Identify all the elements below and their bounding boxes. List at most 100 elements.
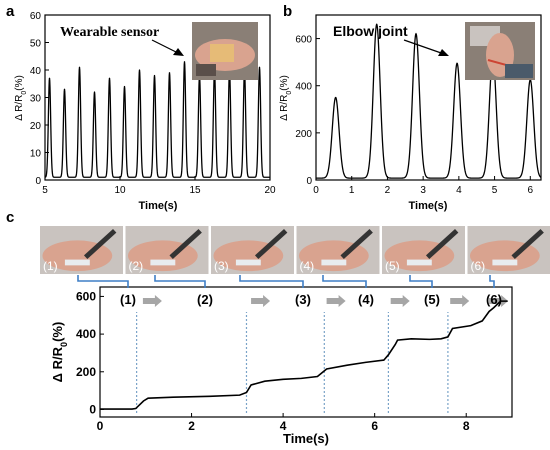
chart-b-xlabel: Time(s) bbox=[409, 200, 448, 212]
data-point bbox=[245, 392, 247, 394]
step-arrow bbox=[489, 295, 509, 307]
chart-c-series bbox=[99, 300, 508, 410]
data-point bbox=[383, 359, 385, 361]
step-label: (5) bbox=[424, 292, 440, 307]
chart-c-markers bbox=[136, 295, 509, 413]
x-tick-label: 10 bbox=[114, 185, 126, 196]
y-tick-label: 200 bbox=[76, 365, 96, 379]
data-point bbox=[500, 300, 502, 302]
step-connector bbox=[322, 275, 367, 288]
data-point bbox=[429, 338, 431, 340]
chart-b-inset-photo bbox=[465, 22, 535, 80]
chart-b-frame bbox=[315, 14, 542, 181]
chart-a-ticks: 5 10 15 20 0 10 20 30 40 50 60 bbox=[30, 11, 276, 196]
data-point bbox=[506, 300, 508, 302]
step-label: (2) bbox=[197, 292, 213, 307]
chart-b-ticks: 0 1 2 3 4 5 6 0 200 400 600 bbox=[295, 35, 533, 196]
peak-point bbox=[63, 88, 66, 90]
step-photo: (4) bbox=[296, 226, 380, 274]
chart-b: 0 1 2 3 4 5 6 0 200 400 600 Time(s) Δ R/R0(%) Elbo… bbox=[279, 14, 542, 212]
data-point bbox=[321, 372, 323, 374]
chart-c-frame bbox=[99, 286, 513, 418]
data-point bbox=[99, 408, 101, 410]
data-point bbox=[410, 338, 412, 340]
data-point bbox=[282, 378, 284, 380]
chart-a: 5 10 15 20 0 10 20 30 40 50 60 Time(s) Δ R/R0(%) W… bbox=[14, 11, 276, 212]
data-point bbox=[147, 397, 149, 399]
data-point bbox=[326, 368, 328, 370]
data-point bbox=[172, 396, 174, 398]
x-tick-label: 4 bbox=[280, 419, 287, 433]
y-tick-label: 40 bbox=[30, 66, 42, 77]
data-point bbox=[142, 400, 144, 402]
x-tick-label: 0 bbox=[97, 419, 104, 433]
y-tick-label: 400 bbox=[295, 82, 312, 93]
data-point bbox=[481, 320, 483, 322]
y-tick-label: 30 bbox=[30, 94, 42, 105]
chart-a-ylabel: Δ R/R0(%) bbox=[14, 75, 28, 121]
x-tick-label: 1 bbox=[349, 185, 355, 196]
peak-point bbox=[335, 96, 337, 99]
peak-point bbox=[153, 74, 156, 77]
step-label: (4) bbox=[358, 292, 374, 307]
chart-c-xlabel: Time(s) bbox=[283, 431, 329, 446]
peak-point bbox=[258, 66, 261, 68]
x-tick-label: 5 bbox=[42, 185, 48, 196]
data-point bbox=[135, 408, 137, 410]
step-arrow bbox=[251, 295, 271, 307]
peak-point bbox=[93, 91, 96, 93]
x-tick-label: 3 bbox=[420, 185, 426, 196]
step-arrow bbox=[142, 295, 162, 307]
step-photo: (6) bbox=[467, 226, 550, 274]
x-tick-label: 2 bbox=[385, 185, 391, 196]
step-connector bbox=[77, 275, 129, 288]
step-photo-label: (1) bbox=[43, 259, 58, 273]
step-photo-label: (3) bbox=[214, 259, 229, 273]
series-line bbox=[100, 300, 508, 410]
chart-b-annotation-arrow bbox=[403, 39, 449, 56]
step-photo: (5) bbox=[382, 226, 465, 274]
step-photo: (1) bbox=[40, 226, 123, 274]
y-tick-label: 600 bbox=[76, 289, 96, 303]
data-point bbox=[394, 343, 396, 345]
step-connector bbox=[239, 275, 304, 288]
data-point bbox=[209, 395, 211, 397]
y-tick-label: 0 bbox=[306, 176, 312, 187]
x-tick-label: 0 bbox=[313, 185, 319, 196]
step-connector bbox=[489, 275, 495, 288]
chart-c-connectors: (1) (2) (3) (4) (5) (6) bbox=[77, 275, 502, 307]
data-point bbox=[440, 338, 442, 340]
peak-point bbox=[138, 69, 141, 71]
y-tick-label: 400 bbox=[76, 327, 96, 341]
step-connector bbox=[154, 275, 206, 288]
step-connector bbox=[409, 275, 433, 288]
y-tick-label: 600 bbox=[295, 35, 312, 46]
peak-point bbox=[415, 33, 417, 35]
step-label: (1) bbox=[120, 292, 136, 307]
data-point bbox=[451, 327, 453, 329]
data-point bbox=[250, 384, 252, 386]
chart-b-ylabel: Δ R/R0(%) bbox=[279, 75, 293, 121]
chart-b-annotation: Elbow joint bbox=[333, 23, 408, 39]
panel-letter-b: b bbox=[283, 3, 292, 20]
data-point bbox=[447, 336, 449, 338]
chart-a-inset-photo bbox=[192, 22, 258, 80]
peak-point bbox=[48, 77, 51, 79]
panel-letter-c: c bbox=[6, 209, 14, 226]
y-tick-label: 50 bbox=[30, 39, 42, 50]
y-tick-label: 200 bbox=[295, 129, 312, 140]
step-arrow bbox=[390, 295, 410, 307]
data-point bbox=[300, 377, 302, 379]
panel-letter-a: a bbox=[6, 3, 15, 20]
peak-point bbox=[456, 62, 458, 64]
x-tick-label: 4 bbox=[456, 185, 462, 196]
x-tick-label: 6 bbox=[528, 185, 534, 196]
chart-a-annotation: Wearable sensor bbox=[60, 25, 159, 40]
step-photo-label: (4) bbox=[300, 259, 315, 273]
data-point bbox=[131, 408, 133, 410]
data-point bbox=[470, 325, 472, 327]
peak-point bbox=[376, 23, 378, 26]
step-photo: (3) bbox=[211, 226, 294, 274]
x-tick-label: 6 bbox=[371, 419, 378, 433]
